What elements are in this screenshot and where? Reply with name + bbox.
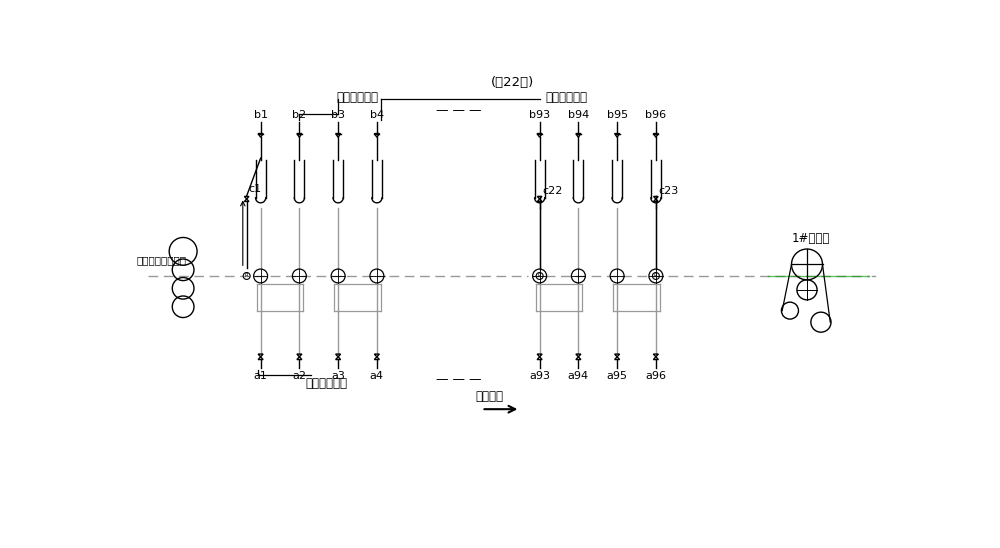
Text: a3: a3 xyxy=(331,370,345,381)
Text: a96: a96 xyxy=(645,370,666,381)
Text: 下集管控制阀: 下集管控制阀 xyxy=(306,377,348,390)
Text: c23: c23 xyxy=(658,186,678,196)
Text: a2: a2 xyxy=(292,370,306,381)
Text: a1: a1 xyxy=(254,370,268,381)
Text: c1: c1 xyxy=(249,184,262,195)
Text: 上集管控制阀: 上集管控制阀 xyxy=(546,91,588,104)
Text: b1: b1 xyxy=(254,110,268,119)
Text: (共22段): (共22段) xyxy=(491,76,534,89)
Text: b3: b3 xyxy=(331,110,345,119)
Text: R: R xyxy=(654,273,658,278)
Text: b95: b95 xyxy=(607,110,628,119)
Text: 1#卷取机: 1#卷取机 xyxy=(792,232,830,245)
Text: — — —: — — — xyxy=(436,104,481,117)
Text: c22: c22 xyxy=(542,186,562,196)
Text: a93: a93 xyxy=(529,370,550,381)
Text: b93: b93 xyxy=(529,110,550,119)
Text: b2: b2 xyxy=(292,110,306,119)
Text: R: R xyxy=(538,273,542,278)
Text: a94: a94 xyxy=(568,370,589,381)
Text: a4: a4 xyxy=(370,370,384,381)
Text: b96: b96 xyxy=(645,110,666,119)
Text: b94: b94 xyxy=(568,110,589,119)
Text: a95: a95 xyxy=(607,370,628,381)
Text: 轧制方向: 轧制方向 xyxy=(475,390,503,403)
Text: — — —: — — — xyxy=(436,373,481,386)
Text: 侧喷水控制阀: 侧喷水控制阀 xyxy=(336,91,378,104)
Text: R: R xyxy=(245,273,249,278)
Text: 精轧最后一架轧机: 精轧最后一架轧机 xyxy=(137,255,187,266)
Text: b4: b4 xyxy=(370,110,384,119)
